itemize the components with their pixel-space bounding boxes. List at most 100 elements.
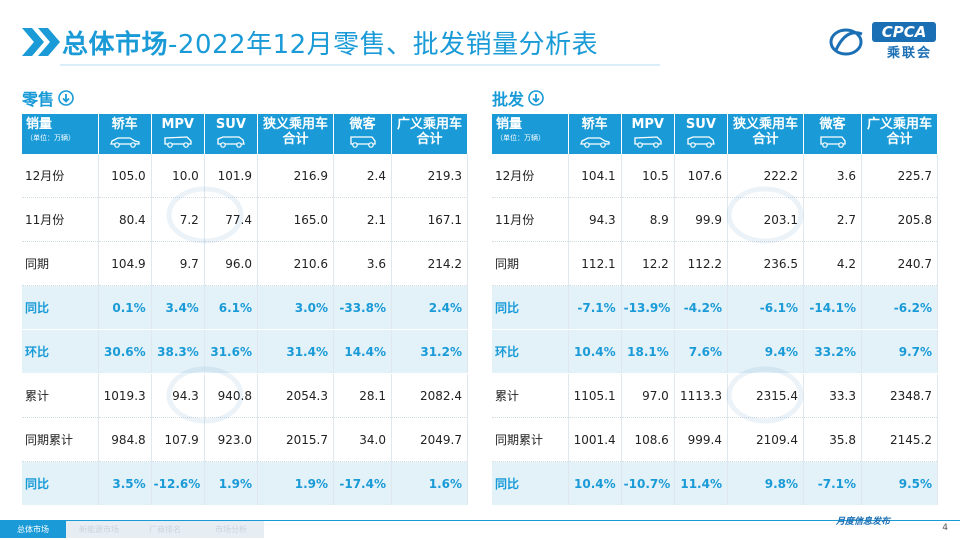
table-row: 同比 3.5% -12.6% 1.9% 1.9% -17.4% 1.6%	[22, 461, 468, 506]
table-cell: 0.1%	[98, 285, 152, 330]
table-cell: -13.9%	[621, 285, 675, 330]
table-cell: -6.1%	[727, 285, 804, 330]
row-label: 同期累计	[22, 417, 99, 462]
page-title-rest: -2022年12月零售、批发销量分析表	[168, 29, 599, 60]
table-cell: 11.4%	[674, 461, 729, 506]
row-label: 同期	[22, 241, 99, 286]
table-cell: 33.3	[803, 373, 862, 418]
footer-tab[interactable]: 新能源市场	[66, 521, 132, 538]
header-unit: （单位：万辆）	[496, 134, 545, 142]
table-cell: 4.2	[803, 241, 862, 286]
table-cell: 112.1	[568, 241, 622, 286]
header-label: 狭义乘用车 合计	[732, 117, 798, 147]
header-cell: 轿车	[568, 114, 622, 154]
table-cell: 1001.4	[568, 417, 622, 462]
table-cell: 34.0	[333, 417, 392, 462]
table-row: 累计 1105.1 97.0 1113.3 2315.4 33.3 2348.7	[492, 373, 938, 418]
table-cell: 2145.2	[861, 417, 938, 462]
row-label: 同期累计	[492, 417, 569, 462]
table-cell: 1019.3	[98, 373, 152, 418]
table-cell: 214.2	[391, 241, 468, 286]
row-label: 环比	[22, 329, 99, 374]
table-row: 同期 104.9 9.7 96.0 210.6 3.6 214.2	[22, 241, 468, 286]
suv-car-icon	[217, 136, 245, 148]
table-cell: 96.0	[204, 241, 259, 286]
footer-tab[interactable]: 总体市场	[0, 521, 66, 538]
row-label: 同比	[22, 285, 99, 330]
watermark-logo-icon	[166, 366, 244, 424]
table-cell: 10.4%	[568, 329, 622, 374]
table-cell: 9.7	[151, 241, 205, 286]
header-cell: SUV	[204, 114, 259, 154]
sedan-car-icon	[109, 137, 140, 148]
table-cell: 3.6	[803, 154, 862, 198]
table-cell: 107.6	[674, 154, 729, 198]
header-label: MPV	[631, 117, 664, 132]
table-cell: 10.4%	[568, 461, 622, 506]
table-row: 环比 30.6% 38.3% 31.6% 31.4% 14.4% 31.2%	[22, 329, 468, 374]
row-label: 11月份	[492, 197, 569, 242]
table-cell: 35.8	[803, 417, 862, 462]
table-cell: 28.1	[333, 373, 392, 418]
table-cell: 240.7	[861, 241, 938, 286]
table-cell: -7.1%	[803, 461, 862, 506]
logo-abbr: CPCA	[872, 22, 936, 42]
header-label: 轿车	[581, 117, 608, 132]
logo-name: 乘联会	[886, 46, 932, 61]
arrow-down-circle-icon	[58, 90, 74, 106]
table-row: 同比 10.4% -10.7% 11.4% 9.8% -7.1% 9.5%	[492, 461, 938, 506]
table-cell: -7.1%	[568, 285, 622, 330]
table-cell: 3.6	[333, 241, 392, 286]
wholesale-title-label: 批发	[492, 90, 525, 109]
table-cell: 18.1%	[621, 329, 675, 374]
double-chevron-icon	[22, 28, 60, 56]
header-cell: 广义乘用车 合计	[391, 114, 468, 154]
table-cell: 3.4%	[151, 285, 205, 330]
minivan-car-icon	[634, 136, 662, 148]
sedan-car-icon	[579, 137, 610, 148]
table-row: 同期累计 1001.4 108.6 999.4 2109.4 35.8 2145.2	[492, 417, 938, 462]
table-cell: -14.1%	[803, 285, 862, 330]
row-label: 累计	[22, 373, 99, 418]
table-cell: -4.2%	[674, 285, 729, 330]
table-cell: 6.1%	[204, 285, 259, 330]
table-cell: 2.4%	[391, 285, 468, 330]
footer-tab[interactable]: 厂商排名	[132, 521, 198, 538]
table-cell: 1.9%	[257, 461, 334, 506]
table-cell: 203.1	[727, 197, 804, 242]
table-row: 同比 -7.1% -13.9% -4.2% -6.1% -14.1% -6.2%	[492, 285, 938, 330]
header-cell: MPV	[621, 114, 675, 154]
table-cell: 940.8	[204, 373, 259, 418]
table-cell: 38.3%	[151, 329, 205, 374]
table-cell: 165.0	[257, 197, 334, 242]
table-cell: 33.2%	[803, 329, 862, 374]
row-label: 12月份	[492, 154, 569, 198]
table-cell: 104.1	[568, 154, 622, 198]
wholesale-table: 销量 （单位：万辆） 轿车 MPV SUV 狭义乘用车 合计 微客 广义乘用车 合计 12月份 10…	[492, 114, 938, 506]
row-label: 同比	[492, 285, 569, 330]
retail-title-label: 零售	[22, 90, 55, 109]
header-label: SUV	[215, 117, 246, 132]
table-cell: 999.4	[674, 417, 729, 462]
table-row: 11月份 80.4 7.2 77.4 165.0 2.1 167.1	[22, 197, 468, 242]
title-underline	[60, 64, 660, 66]
table-cell: 31.4%	[257, 329, 334, 374]
table-cell: 1.9%	[204, 461, 259, 506]
footer-tagline: 月度信息发布	[835, 517, 890, 527]
table-cell: 2315.4	[727, 373, 804, 418]
table-cell: 2.7	[803, 197, 862, 242]
wholesale-section-title: 批发	[492, 86, 938, 110]
retail-table: 销量 （单位：万辆） 轿车 MPV SUV 狭义乘用车 合计 微客 广义乘用车 合计 12月份 10…	[22, 114, 468, 506]
footer-tab[interactable]: 市场分析	[198, 521, 264, 538]
table-cell: 219.3	[391, 154, 468, 198]
header-cell-volume: 销量 （单位：万辆）	[22, 114, 99, 154]
row-label: 同比	[492, 461, 569, 506]
table-cell: 210.6	[257, 241, 334, 286]
table-cell: 97.0	[621, 373, 675, 418]
microvan-car-icon	[349, 136, 376, 148]
header-label: 微客	[349, 117, 376, 132]
watermark-logo-icon	[726, 186, 804, 244]
retail-section-title: 零售	[22, 86, 468, 110]
table-cell: 984.8	[98, 417, 152, 462]
table-cell: 12.2	[621, 241, 675, 286]
